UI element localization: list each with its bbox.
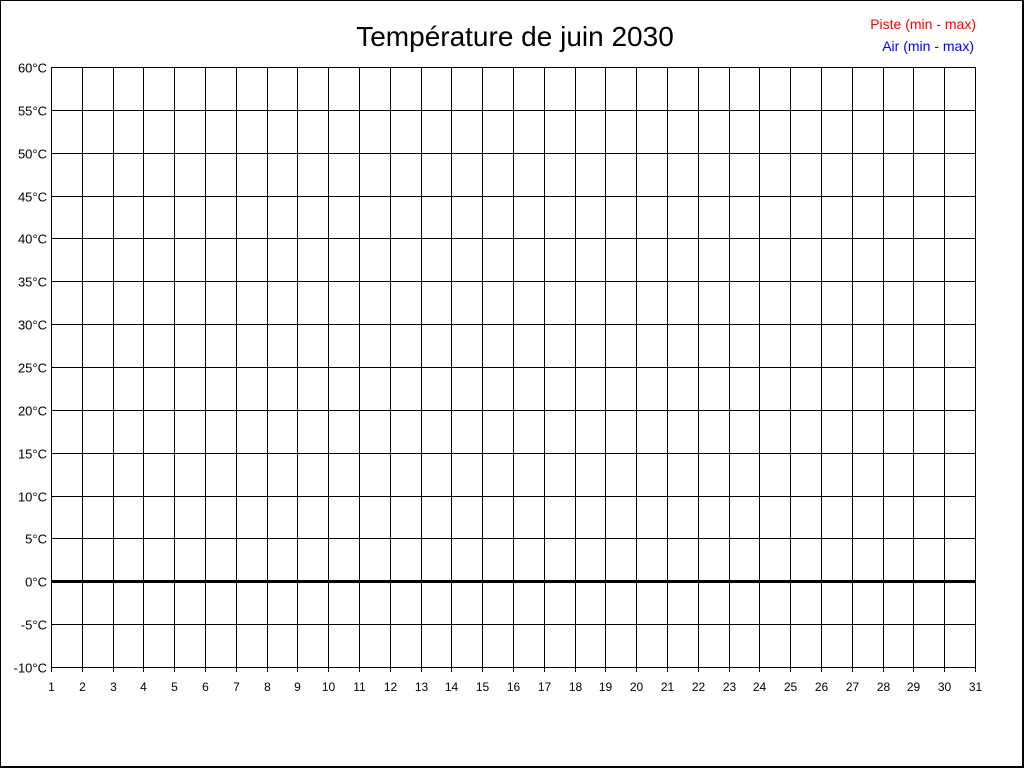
x-tick-label: 25 bbox=[784, 680, 798, 694]
x-tick-label: 2 bbox=[79, 680, 86, 694]
x-tick-label: 9 bbox=[294, 680, 301, 694]
y-tick-label: 45°C bbox=[18, 190, 47, 205]
x-tick-label: 17 bbox=[538, 680, 552, 694]
x-tick-label: 3 bbox=[110, 680, 117, 694]
x-tick-label: 31 bbox=[969, 680, 983, 694]
y-tick-label: 5°C bbox=[25, 532, 47, 547]
x-tick-label: 19 bbox=[599, 680, 613, 694]
x-tick-label: 27 bbox=[846, 680, 860, 694]
x-tick-label: 15 bbox=[476, 680, 490, 694]
x-tick-label: 30 bbox=[938, 680, 952, 694]
x-tick-label: 18 bbox=[569, 680, 583, 694]
x-tick-label: 11 bbox=[353, 680, 366, 694]
y-tick-label: -10°C bbox=[14, 661, 47, 676]
y-tick-label: 60°C bbox=[18, 61, 47, 76]
chart-title: Température de juin 2030 bbox=[356, 21, 674, 52]
x-tick-label: 5 bbox=[171, 680, 178, 694]
grid bbox=[51, 67, 976, 672]
x-tick-label: 13 bbox=[415, 680, 429, 694]
y-tick-label: 30°C bbox=[18, 318, 47, 333]
y-tick-label: 50°C bbox=[18, 147, 47, 162]
x-tick-label: 10 bbox=[322, 680, 336, 694]
x-tick-label: 12 bbox=[384, 680, 398, 694]
x-tick-label: 16 bbox=[507, 680, 521, 694]
x-tick-label: 1 bbox=[48, 680, 55, 694]
x-tick-label: 29 bbox=[907, 680, 921, 694]
x-tick-label: 21 bbox=[661, 680, 675, 694]
x-tick-label: 26 bbox=[815, 680, 829, 694]
y-tick-label: 20°C bbox=[18, 404, 47, 419]
x-tick-label: 28 bbox=[877, 680, 891, 694]
y-axis: -10°C -5°C 0°C 5°C 10°C 15°C 20°C 25°C 30°C 35°C 4… bbox=[14, 61, 47, 676]
y-tick-label: 35°C bbox=[18, 275, 47, 290]
y-tick-label: 15°C bbox=[18, 447, 47, 462]
x-tick-label: 14 bbox=[445, 680, 459, 694]
legend-item-piste: Piste (min - max) bbox=[870, 16, 976, 32]
y-tick-label: 25°C bbox=[18, 361, 47, 376]
x-tick-label: 24 bbox=[753, 680, 767, 694]
x-tick-label: 20 bbox=[630, 680, 644, 694]
x-tick-label: 6 bbox=[202, 680, 209, 694]
y-tick-label: 10°C bbox=[18, 490, 47, 505]
y-tick-label: 0°C bbox=[25, 575, 47, 590]
x-tick-label: 4 bbox=[140, 680, 147, 694]
x-tick-label: 23 bbox=[723, 680, 737, 694]
x-tick-label: 7 bbox=[233, 680, 240, 694]
y-tick-label: 40°C bbox=[18, 232, 47, 247]
y-tick-label: -5°C bbox=[21, 618, 47, 633]
y-tick-label: 55°C bbox=[18, 104, 47, 119]
legend-item-air: Air (min - max) bbox=[882, 38, 974, 54]
x-tick-label: 8 bbox=[264, 680, 271, 694]
x-axis: 1 2 3 4 5 6 7 8 9 10 11 12 13 14 15 16 17 18 19 20 21 22 23 24 2… bbox=[48, 680, 982, 694]
x-tick-label: 22 bbox=[692, 680, 706, 694]
